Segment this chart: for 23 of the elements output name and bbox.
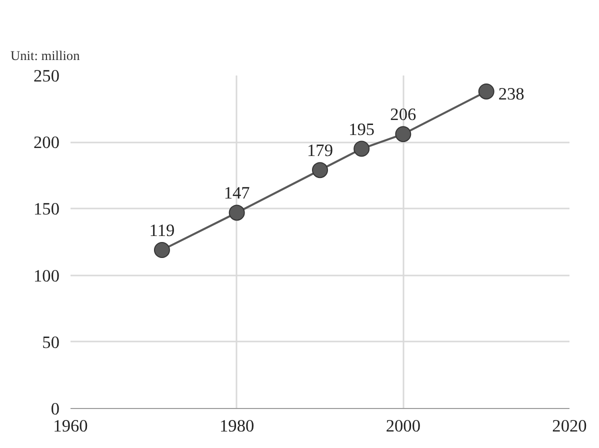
y-tick-label: 200 (34, 133, 60, 152)
data-label: 206 (390, 105, 416, 124)
x-tick-label: 1980 (220, 416, 254, 436)
text: Unit: million (10, 48, 80, 63)
y-tick-label: 100 (34, 266, 60, 286)
data-label: 238 (498, 84, 524, 104)
point (312, 162, 328, 178)
data-label: 147 (224, 184, 250, 203)
y-tick-label: 0 (50, 400, 60, 418)
data-label: 119 (149, 220, 175, 240)
x-tick-label: 2000 (386, 416, 420, 436)
data-label: 179 (307, 141, 334, 160)
x-tick-label: 2020 (552, 416, 587, 436)
point (354, 140, 370, 157)
point (478, 84, 494, 100)
y-tick-label: 250 (34, 66, 60, 86)
point (228, 204, 245, 221)
data-label: 195 (348, 120, 375, 139)
point (395, 126, 412, 142)
y-tick-label: 50 (42, 332, 60, 352)
y-tick-label: 150 (34, 200, 60, 219)
x-tick-label: 1960 (53, 416, 88, 436)
point (154, 242, 170, 258)
